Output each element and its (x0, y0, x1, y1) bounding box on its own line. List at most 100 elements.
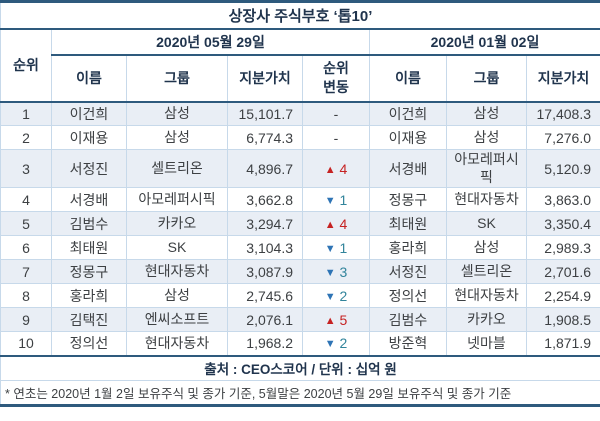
rank-cell: 10 (0, 331, 52, 357)
up-triangle-icon: ▲ (324, 314, 336, 327)
name-cell: 이건희 (369, 101, 447, 126)
rank-change-cell: ▼ 3 (302, 259, 370, 284)
column-header-name-may: 이름 (51, 54, 127, 103)
up-triangle-icon: ▲ (324, 218, 336, 231)
group-cell: 현대자동차 (126, 259, 228, 284)
group-cell: 카카오 (126, 211, 228, 236)
name-cell: 홍라희 (51, 283, 127, 308)
rank-cell: 3 (0, 149, 52, 188)
rank-change-cell: ▼ 2 (302, 331, 370, 357)
table-row: 10 정의선 현대자동차 1,968.2 ▼ 2 방준혁 넷마블 1,871.9 (0, 331, 600, 357)
rank-change-value: 5 (339, 311, 348, 328)
rank-cell: 9 (0, 307, 52, 332)
down-triangle-icon: ▼ (324, 290, 336, 303)
name-cell: 이재용 (51, 125, 127, 150)
column-header-rank: 순위 (0, 28, 52, 103)
down-triangle-icon: ▼ (324, 266, 336, 279)
group-cell: 아모레퍼시픽 (126, 187, 228, 212)
footnote-row: * 연초는 2020년 1월 2일 보유주식 및 종가 기준, 5월말은 202… (0, 380, 600, 406)
group-cell: 아모레퍼시픽 (446, 149, 527, 188)
table-row: 5 김범수 카카오 3,294.7 ▲ 4 최태원 SK 3,350.4 (0, 211, 600, 236)
value-cell: 1,908.5 (525, 307, 600, 332)
rank-cell: 2 (0, 125, 52, 150)
rank-change-cell: - (302, 101, 370, 126)
group-cell: SK (126, 235, 228, 260)
value-cell: 2,254.9 (525, 283, 600, 308)
footnote: * 연초는 2020년 1월 2일 보유주식 및 종가 기준, 5월말은 202… (0, 380, 600, 406)
name-cell: 서경배 (369, 149, 447, 188)
value-cell: 5,120.9 (525, 149, 600, 188)
column-group-may-date: 2020년 05월 29일 (51, 28, 370, 56)
rank-cell: 6 (0, 235, 52, 260)
value-cell: 3,294.7 (227, 211, 303, 236)
name-cell: 정의선 (369, 283, 447, 308)
name-cell: 정의선 (51, 331, 127, 357)
name-cell: 정몽구 (51, 259, 127, 284)
rank-cell: 1 (0, 101, 52, 126)
down-triangle-icon: ▼ (324, 194, 336, 207)
rank-cell: 7 (0, 259, 52, 284)
rank-change-value: 3 (339, 263, 348, 280)
name-cell: 최태원 (51, 235, 127, 260)
name-cell: 최태원 (369, 211, 447, 236)
top10-table: 상장사 주식부호 ‘톱10’ 순위 2020년 05월 29일 2020년 01… (0, 0, 600, 407)
group-cell: 현대자동차 (446, 283, 527, 308)
rank-change-cell: ▼ 1 (302, 235, 370, 260)
value-cell: 1,871.9 (525, 331, 600, 357)
table-title: 상장사 주식부호 ‘톱10’ (0, 1, 600, 30)
down-triangle-icon: ▼ (324, 242, 336, 255)
group-cell: 삼성 (446, 125, 527, 150)
table-row: 3 서정진 셀트리온 4,896.7 ▲ 4 서경배 아모레퍼시픽 5,120.9 (0, 149, 600, 188)
rank-change-cell: ▼ 1 (302, 187, 370, 212)
rank-change-cell: ▼ 2 (302, 283, 370, 308)
name-cell: 서정진 (369, 259, 447, 284)
rank-change-value: - (333, 105, 339, 122)
group-cell: 셀트리온 (446, 259, 527, 284)
rank-cell: 5 (0, 211, 52, 236)
name-cell: 김범수 (51, 211, 127, 236)
group-cell: 현대자동차 (126, 331, 228, 357)
value-cell: 3,104.3 (227, 235, 303, 260)
value-cell: 3,087.9 (227, 259, 303, 284)
up-triangle-icon: ▲ (324, 163, 336, 176)
down-triangle-icon: ▼ (324, 338, 336, 351)
column-header-value-jan: 지분가치 (525, 54, 600, 103)
rank-change-value: 1 (339, 239, 348, 256)
group-cell: 현대자동차 (446, 187, 527, 212)
group-cell: 삼성 (126, 125, 228, 150)
rank-change-cell: ▲ 5 (302, 307, 370, 332)
rank-change-value: 4 (339, 215, 348, 232)
name-cell: 김범수 (369, 307, 447, 332)
value-cell: 2,745.6 (227, 283, 303, 308)
name-cell: 방준혁 (369, 331, 447, 357)
name-cell: 이건희 (51, 101, 127, 126)
name-cell: 이재용 (369, 125, 447, 150)
column-header-group-may: 그룹 (126, 54, 228, 103)
rank-change-value: 4 (339, 160, 348, 177)
table-row: 1 이건희 삼성 15,101.7 - 이건희 삼성 17,408.3 (0, 101, 600, 126)
rank-change-cell: - (302, 125, 370, 150)
table-row: 8 홍라희 삼성 2,745.6 ▼ 2 정의선 현대자동차 2,254.9 (0, 283, 600, 308)
column-header-group-jan: 그룹 (446, 54, 527, 103)
group-cell: 삼성 (126, 283, 228, 308)
group-cell: 엔씨소프트 (126, 307, 228, 332)
column-header-name-jan: 이름 (369, 54, 447, 103)
name-cell: 정몽구 (369, 187, 447, 212)
sub-header-row: 이름 그룹 지분가치 순위 변동 이름 그룹 지분가치 (1, 54, 600, 103)
value-cell: 3,350.4 (525, 211, 600, 236)
table-row: 9 김택진 엔씨소프트 2,076.1 ▲ 5 김범수 카카오 1,908.5 (0, 307, 600, 332)
value-cell: 2,989.3 (525, 235, 600, 260)
name-cell: 김택진 (51, 307, 127, 332)
column-header-value-may: 지분가치 (227, 54, 303, 103)
value-cell: 17,408.3 (525, 101, 600, 126)
value-cell: 3,863.0 (525, 187, 600, 212)
table-row: 6 최태원 SK 3,104.3 ▼ 1 홍라희 삼성 2,989.3 (0, 235, 600, 260)
name-cell: 서정진 (51, 149, 127, 188)
rank-cell: 8 (0, 283, 52, 308)
title-row: 상장사 주식부호 ‘톱10’ (0, 1, 600, 30)
date-header-row: 순위 2020년 05월 29일 2020년 01월 02일 (0, 28, 600, 103)
group-cell: 넷마블 (446, 331, 527, 357)
group-cell: 삼성 (446, 235, 527, 260)
name-cell: 서경배 (51, 187, 127, 212)
group-cell: 셀트리온 (126, 149, 228, 188)
